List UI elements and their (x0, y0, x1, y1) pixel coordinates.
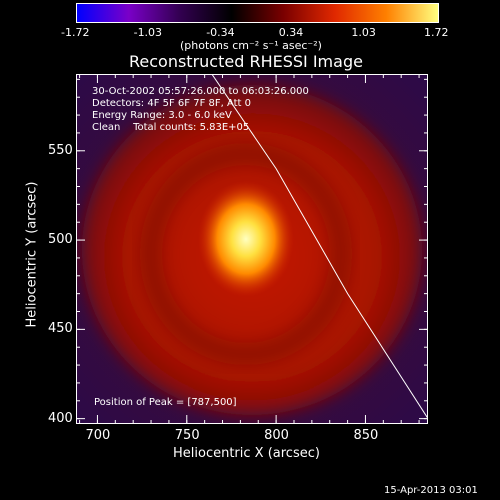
heatmap-plot (76, 74, 428, 424)
solar-limb-curve (211, 74, 428, 419)
colorbar-units-label: (photons cm⁻² s⁻¹ asec⁻²) (180, 39, 322, 52)
emission-core (198, 181, 294, 297)
colorbar (76, 3, 439, 23)
annotation-peak-position: Position of Peak = [787,500] (94, 397, 237, 408)
colorbar-tick-label: 0.34 (278, 26, 304, 39)
annotation-time-range: 30-Oct-2002 05:57:26.000 to 06:03:26.000 (92, 86, 309, 97)
y-tick-label: 450 (48, 321, 73, 337)
annotation-detectors: Detectors: 4F 5F 6F 7F 8F, Att 0 (92, 98, 252, 109)
colorbar-tick-label: -1.03 (133, 26, 163, 39)
annotation-energy-range: Energy Range: 3.0 - 6.0 keV (92, 110, 232, 121)
plot-frame (76, 74, 428, 424)
x-tick-label: 750 (174, 428, 200, 443)
y-axis-label: Heliocentric Y (arcsec) (24, 181, 40, 328)
y-tick-label: 550 (48, 142, 73, 158)
x-tick-label: 700 (85, 428, 111, 443)
x-tick-label: 800 (264, 428, 289, 443)
colorbar-tick-label: 1.72 (424, 26, 449, 39)
footer-timestamp: 15-Apr-2013 03:01 (384, 485, 478, 496)
annotation-clean-counts: Clean Total counts: 5.83E+05 (92, 122, 250, 133)
y-tick-label: 400 (48, 410, 73, 426)
x-tick-label: 850 (353, 428, 379, 443)
emission-ring-dark (140, 143, 352, 365)
x-axis-label: Heliocentric X (arcsec) (173, 446, 320, 461)
colorbar-tick-label: -1.72 (61, 26, 90, 39)
colorbar-tick-label: -0.34 (206, 26, 235, 39)
y-tick-label: 500 (48, 232, 73, 248)
colorbar-tick-label: 1.03 (351, 26, 376, 39)
chart-title: Reconstructed RHESSI Image (129, 52, 363, 71)
